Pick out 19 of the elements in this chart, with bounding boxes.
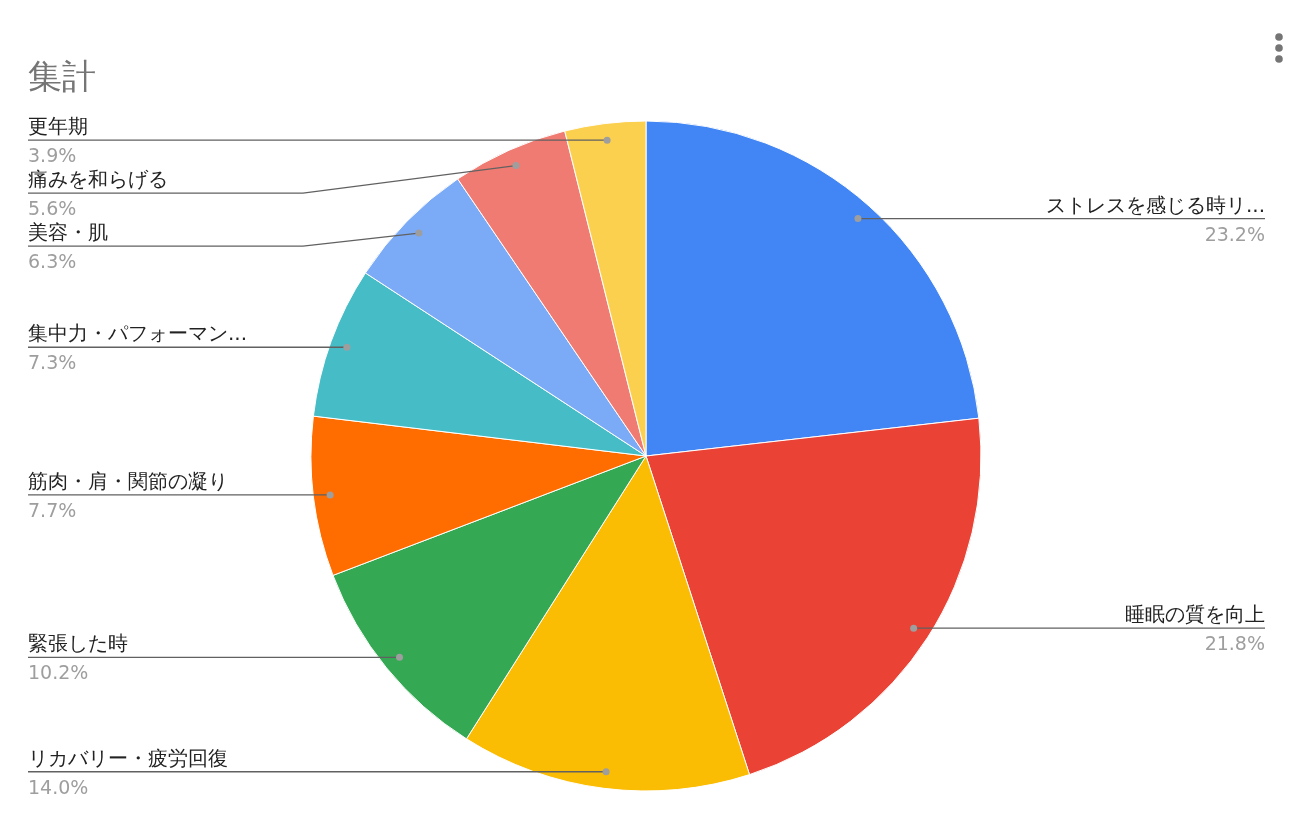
data-label: 7.3%	[28, 351, 77, 374]
slice-label: リカバリー・疲労回復	[28, 745, 228, 770]
slice-label: 筋肉・肩・関節の凝り	[28, 468, 228, 493]
data-label: 14.0%	[28, 775, 89, 798]
data-label: 7.7%	[28, 498, 77, 521]
data-label: 5.6%	[28, 197, 77, 220]
slice-label: 睡眠の質を向上	[1125, 602, 1265, 627]
slice-label: 更年期	[28, 114, 88, 139]
data-label: 10.2%	[28, 661, 89, 684]
chart-title: 集計	[28, 56, 96, 96]
data-label: 6.3%	[28, 250, 77, 273]
slice-label: 集中力・パフォーマン...	[28, 321, 248, 346]
slice-label: ストレスを感じる時リ...	[1045, 192, 1265, 217]
slice-label: 緊張した時	[28, 631, 128, 656]
slice-label: 痛みを和らげる	[28, 167, 168, 192]
slice-label: 美容・肌	[28, 220, 108, 245]
data-label: 3.9%	[28, 144, 77, 167]
data-label: 21.8%	[1204, 632, 1265, 655]
data-label: 23.2%	[1204, 222, 1265, 245]
